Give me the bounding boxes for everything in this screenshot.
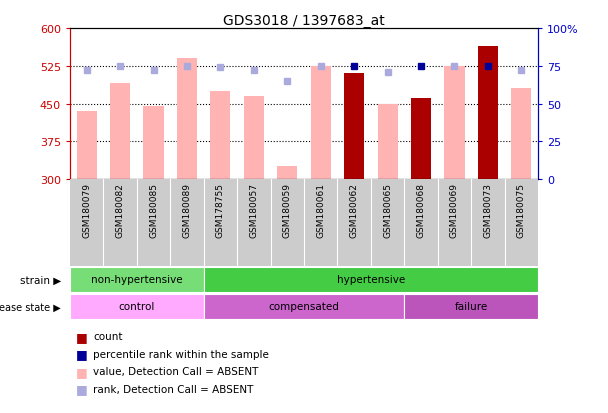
Text: rank, Detection Call = ABSENT: rank, Detection Call = ABSENT — [93, 384, 254, 394]
Text: GSM180061: GSM180061 — [316, 182, 325, 237]
Bar — [378, 104, 398, 180]
Text: count: count — [93, 332, 123, 342]
Bar — [204, 294, 404, 319]
Text: GSM180057: GSM180057 — [249, 182, 258, 237]
Text: ■: ■ — [76, 347, 88, 361]
Text: value, Detection Call = ABSENT: value, Detection Call = ABSENT — [93, 366, 258, 376]
Text: GSM180059: GSM180059 — [283, 182, 292, 237]
Text: GSM180079: GSM180079 — [82, 182, 91, 237]
Text: ■: ■ — [76, 365, 88, 378]
Text: ■: ■ — [76, 382, 88, 395]
Text: hypertensive: hypertensive — [337, 275, 405, 285]
Text: GSM180068: GSM180068 — [416, 182, 426, 237]
Bar — [277, 167, 297, 180]
Text: GSM180089: GSM180089 — [182, 182, 192, 237]
Text: GSM180069: GSM180069 — [450, 182, 459, 237]
Bar — [511, 89, 531, 180]
Bar — [70, 268, 204, 292]
Text: GSM180075: GSM180075 — [517, 182, 526, 237]
Text: non-hypertensive: non-hypertensive — [91, 275, 182, 285]
Text: GSM178755: GSM178755 — [216, 182, 225, 237]
Bar — [344, 74, 364, 180]
Text: GSM180062: GSM180062 — [350, 182, 359, 237]
Text: percentile rank within the sample: percentile rank within the sample — [93, 349, 269, 359]
Bar — [143, 107, 164, 180]
Text: disease state ▶: disease state ▶ — [0, 301, 61, 312]
Bar — [311, 66, 331, 180]
Text: GSM180085: GSM180085 — [149, 182, 158, 237]
Bar — [204, 268, 538, 292]
Bar — [404, 294, 538, 319]
Bar — [244, 97, 264, 180]
Bar — [77, 112, 97, 180]
Bar — [70, 294, 204, 319]
Bar — [110, 84, 130, 180]
Title: GDS3018 / 1397683_at: GDS3018 / 1397683_at — [223, 14, 385, 28]
Text: GSM180082: GSM180082 — [116, 182, 125, 237]
Bar — [210, 92, 230, 180]
Text: GSM180065: GSM180065 — [383, 182, 392, 237]
Bar — [444, 66, 465, 180]
Text: failure: failure — [455, 301, 488, 312]
Bar — [411, 99, 431, 180]
Bar — [478, 47, 498, 180]
Text: GSM180073: GSM180073 — [483, 182, 492, 237]
Text: strain ▶: strain ▶ — [19, 275, 61, 285]
Text: compensated: compensated — [269, 301, 339, 312]
Bar — [177, 59, 197, 180]
Text: control: control — [119, 301, 155, 312]
Text: ■: ■ — [76, 330, 88, 343]
